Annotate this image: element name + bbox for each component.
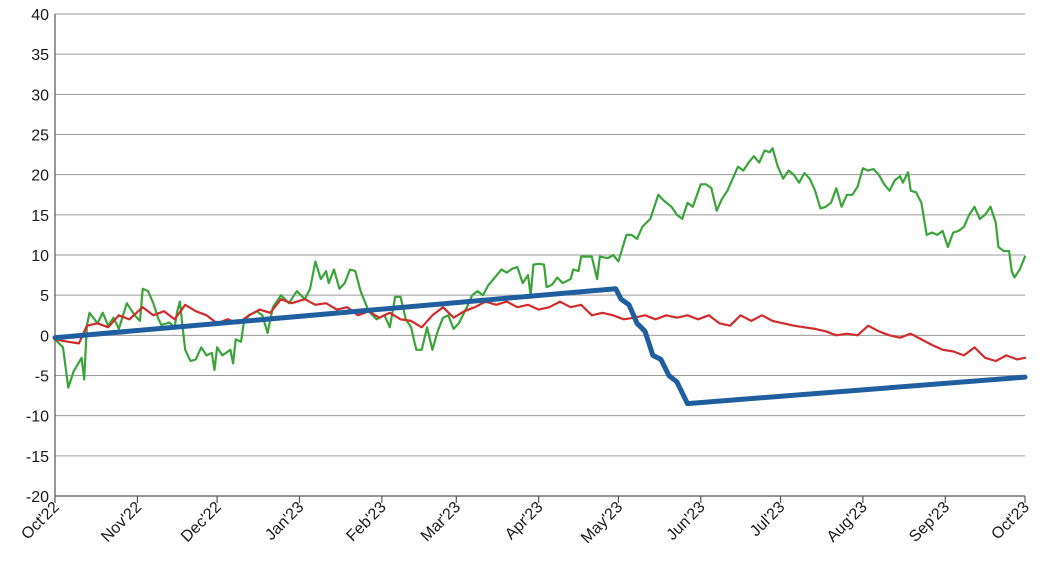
y-tick-label: 40 bbox=[31, 7, 49, 24]
y-tick-label: 30 bbox=[31, 87, 49, 104]
series-line-1 bbox=[53, 147, 1027, 389]
y-tick-label: -15 bbox=[26, 449, 49, 466]
x-tick-label: Feb'23 bbox=[343, 499, 389, 545]
x-tick-label: Dec'22 bbox=[178, 499, 225, 546]
x-tick-label: May'23 bbox=[578, 499, 626, 547]
x-tick-label: Oct'23 bbox=[988, 499, 1032, 543]
x-tick-label: Mar'23 bbox=[418, 499, 464, 545]
y-tick-label: 5 bbox=[40, 288, 49, 305]
y-tick-label: 10 bbox=[31, 248, 49, 265]
y-tick-label: 35 bbox=[31, 47, 49, 64]
x-tick-label: Apr'23 bbox=[502, 499, 546, 543]
x-tick-label: Nov'22 bbox=[98, 499, 145, 546]
y-tick-label: -5 bbox=[35, 369, 49, 386]
x-tick-label: Sep'23 bbox=[906, 499, 953, 546]
y-tick-label: 20 bbox=[31, 168, 49, 185]
y-tick-label: -20 bbox=[26, 489, 49, 506]
series-lines bbox=[52, 147, 1028, 407]
x-tick-label: Jul'23 bbox=[747, 499, 788, 540]
x-tick-label: Aug'23 bbox=[824, 499, 871, 546]
y-tick-label: 0 bbox=[40, 328, 49, 345]
y-tick-label: 15 bbox=[31, 208, 49, 225]
x-tick-label: Jun'23 bbox=[664, 499, 709, 544]
series-line-2 bbox=[53, 298, 1027, 363]
y-axis-tick-labels: 40 35 30 25 20 15 10 5 0 -5 -10 -15 -20 bbox=[26, 7, 49, 506]
y-tick-label: 25 bbox=[31, 128, 49, 145]
y-tick-label: -10 bbox=[26, 409, 49, 426]
x-tick-label: Jan'23 bbox=[262, 499, 307, 544]
series-line-3 bbox=[52, 286, 1028, 407]
gridlines bbox=[55, 13, 1025, 497]
